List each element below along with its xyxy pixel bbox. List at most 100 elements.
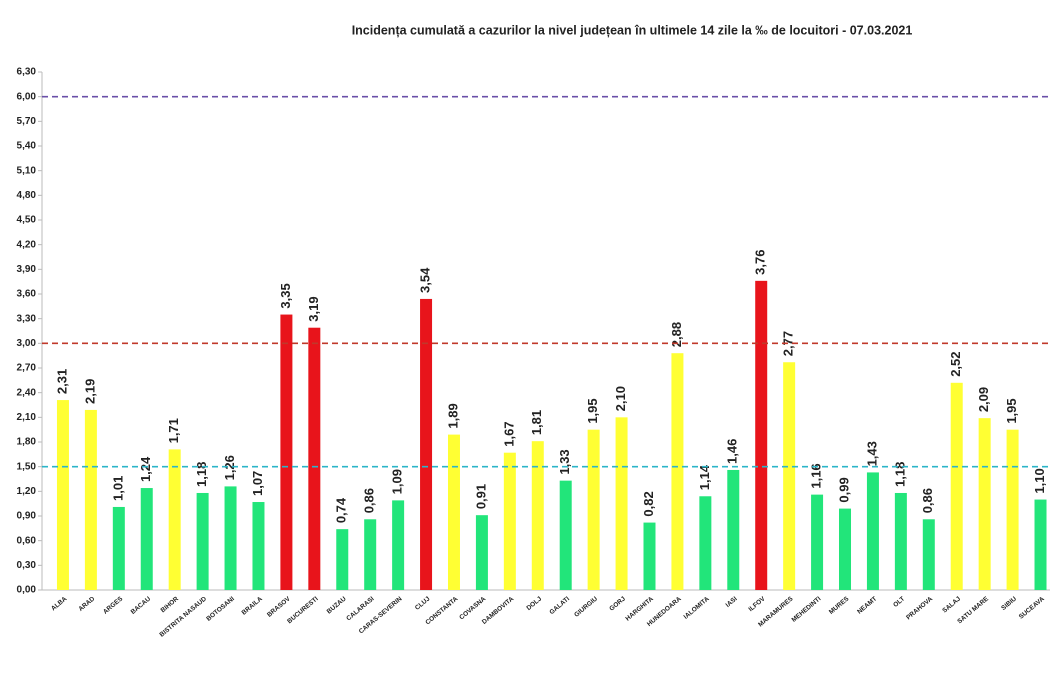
y-tick-label: 5,10 xyxy=(17,165,37,176)
bar xyxy=(978,418,991,590)
bar xyxy=(699,496,712,590)
bar xyxy=(894,492,907,590)
value-label: 2,10 xyxy=(613,386,628,411)
value-label: 3,76 xyxy=(753,250,768,275)
x-tick-label: ILFOV xyxy=(747,595,767,613)
x-tick-label: SIBIU xyxy=(1000,595,1018,612)
chart-title: Incidența cumulată a cazurilor la nivel … xyxy=(352,23,913,37)
bar xyxy=(783,362,796,590)
value-label: 0,82 xyxy=(641,491,656,516)
value-label: 0,74 xyxy=(334,497,349,523)
bar xyxy=(280,314,293,590)
y-tick-label: 6,00 xyxy=(17,91,37,102)
bar xyxy=(336,529,349,590)
bar xyxy=(1006,429,1019,590)
x-tick-label: OLT xyxy=(892,595,906,608)
bar xyxy=(922,519,935,590)
x-tick-label: ARGES xyxy=(102,595,125,616)
bar xyxy=(475,515,488,590)
value-label: 3,54 xyxy=(417,267,432,293)
value-label: 1,18 xyxy=(194,462,209,487)
bar xyxy=(84,409,97,590)
y-tick-label: 0,30 xyxy=(17,560,37,571)
x-tick-label: BUCURESTI xyxy=(286,595,320,625)
bar xyxy=(308,327,321,590)
value-label: 1,71 xyxy=(166,418,181,443)
x-tick-label: BOTOSANI xyxy=(205,595,236,622)
bar xyxy=(1034,499,1047,590)
y-tick-label: 3,00 xyxy=(17,338,37,349)
bar xyxy=(615,417,628,590)
y-tick-label: 4,80 xyxy=(17,190,37,201)
bar xyxy=(531,441,544,590)
value-label: 1,01 xyxy=(110,476,125,501)
value-label: 0,86 xyxy=(920,488,935,513)
bar xyxy=(839,508,852,590)
y-tick-label: 1,50 xyxy=(17,461,37,472)
y-tick-label: 4,20 xyxy=(17,239,37,250)
value-label: 0,99 xyxy=(836,477,851,502)
x-tick-label: BACAU xyxy=(130,595,153,616)
y-tick-label: 6,30 xyxy=(17,67,37,78)
value-label: 2,09 xyxy=(976,387,991,412)
value-label: 1,95 xyxy=(585,398,600,423)
x-tick-label: BISTRITA NASAUD xyxy=(158,595,208,638)
bar xyxy=(168,449,181,590)
bar xyxy=(56,400,69,590)
x-tick-label: GIURGIU xyxy=(573,595,599,618)
value-label: 1,09 xyxy=(390,469,405,494)
bar xyxy=(196,492,209,590)
bar xyxy=(587,429,600,590)
value-label: 1,95 xyxy=(1004,398,1019,423)
value-label: 1,26 xyxy=(222,455,237,480)
x-tick-label: SALAJ xyxy=(941,595,962,614)
bar xyxy=(559,480,572,590)
value-label: 0,86 xyxy=(362,488,377,513)
y-tick-label: 5,40 xyxy=(17,141,37,152)
bar xyxy=(364,519,377,590)
bar xyxy=(503,452,516,590)
bar xyxy=(671,353,684,590)
y-tick-label: 0,90 xyxy=(17,511,37,522)
bar xyxy=(866,472,879,590)
value-label: 2,88 xyxy=(669,322,684,347)
value-label: 1,67 xyxy=(501,421,516,446)
value-label: 1,81 xyxy=(529,410,544,435)
x-tick-label: IALOMITA xyxy=(683,595,711,620)
value-label: 1,43 xyxy=(864,441,879,466)
x-tick-label: PRAHOVA xyxy=(905,595,934,621)
value-label: 2,52 xyxy=(948,351,963,376)
value-label: 3,19 xyxy=(306,296,321,321)
value-label: 0,91 xyxy=(473,484,488,509)
bar xyxy=(755,280,768,590)
value-label: 1,10 xyxy=(1032,468,1047,493)
x-tick-label: CLUJ xyxy=(414,595,432,612)
bar xyxy=(392,500,405,590)
bar xyxy=(727,469,740,590)
y-tick-label: 2,40 xyxy=(17,387,37,398)
y-tick-label: 3,90 xyxy=(17,264,37,275)
y-tick-label: 5,70 xyxy=(17,116,37,127)
y-tick-label: 4,50 xyxy=(17,215,37,226)
bar xyxy=(252,502,265,590)
value-label: 2,31 xyxy=(54,369,69,394)
y-tick-label: 3,30 xyxy=(17,313,37,324)
bar xyxy=(447,434,460,590)
y-tick-label: 1,20 xyxy=(17,486,37,497)
bar xyxy=(420,298,433,590)
bar xyxy=(950,382,963,590)
y-tick-label: 2,10 xyxy=(17,412,37,423)
x-tick-label: DOLJ xyxy=(525,595,543,612)
x-tick-label: SUCEAVA xyxy=(1018,595,1046,620)
y-tick-label: 3,60 xyxy=(17,289,37,300)
x-tick-label: GORJ xyxy=(608,595,627,612)
x-tick-label: BIHOR xyxy=(160,595,181,614)
x-tick-label: ARAD xyxy=(77,595,96,613)
y-tick-label: 0,60 xyxy=(17,535,37,546)
bar xyxy=(224,486,237,590)
x-tick-label: GALATI xyxy=(548,595,571,616)
x-tick-label: IASI xyxy=(724,595,738,609)
x-tick-label: ALBA xyxy=(50,595,69,612)
value-label: 2,19 xyxy=(82,379,97,404)
